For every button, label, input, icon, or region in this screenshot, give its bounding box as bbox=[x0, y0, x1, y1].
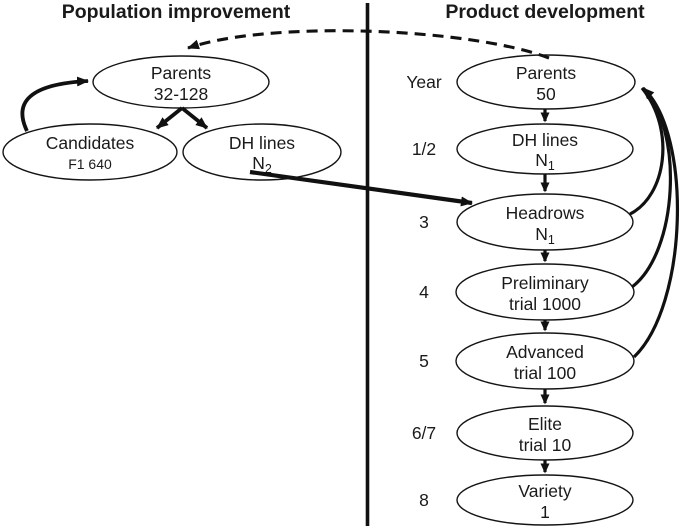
node-headrows-n-subscript: 1 bbox=[548, 233, 555, 247]
node-right-parents: Parents 50 bbox=[456, 54, 636, 110]
year-label-preliminary: 4 bbox=[419, 282, 429, 302]
node-candidates-count: F1 640 bbox=[68, 156, 112, 172]
node-left-dh-lines-label: DH lines bbox=[229, 133, 295, 153]
node-left-parents: Parents 32-128 bbox=[92, 55, 270, 109]
node-elite-trial: Elite trial 10 bbox=[456, 405, 634, 461]
node-right-parents-label: Parents bbox=[516, 63, 577, 83]
node-preliminary-trial-label: Preliminary bbox=[501, 273, 589, 293]
node-advanced-trial-label: Advanced bbox=[506, 342, 584, 362]
arrow-right-parents-to-left-parents-dashed bbox=[187, 29, 550, 60]
node-variety-count: 1 bbox=[540, 502, 550, 522]
node-headrows-count: N1 bbox=[535, 224, 555, 247]
node-left-dh-lines-count: N2 bbox=[252, 153, 272, 176]
node-right-dh-lines-count: N1 bbox=[535, 150, 555, 173]
arrow-left-parents-to-candidates bbox=[155, 106, 184, 130]
year-column-header: Year bbox=[406, 72, 442, 92]
node-advanced-trial: Advanced trial 100 bbox=[455, 332, 635, 390]
node-elite-trial-count: trial 10 bbox=[519, 435, 572, 455]
node-candidates-ellipse bbox=[2, 123, 178, 181]
arrow-advanced-to-right-parents-return bbox=[632, 87, 679, 359]
arrow-dh-lines-to-headrows bbox=[249, 169, 473, 207]
node-variety-label: Variety bbox=[518, 481, 571, 501]
node-right-parents-count: 50 bbox=[536, 84, 556, 104]
arrow-left-parents-to-dh-lines bbox=[180, 106, 209, 130]
node-elite-trial-label: Elite bbox=[528, 414, 562, 434]
node-left-dh-lines: DH lines N2 bbox=[182, 123, 342, 181]
node-candidates-label: Candidates bbox=[46, 133, 135, 153]
year-label-elite: 6/7 bbox=[412, 423, 436, 443]
node-left-parents-count: 32-128 bbox=[154, 84, 209, 104]
node-right-dh-lines: DH lines N1 bbox=[456, 123, 634, 175]
node-left-dh-lines-n-subscript: 2 bbox=[265, 162, 272, 176]
node-left-parents-label: Parents bbox=[151, 63, 212, 83]
node-variety-ellipse bbox=[456, 474, 634, 526]
node-variety: Variety 1 bbox=[456, 474, 634, 526]
node-preliminary-trial: Preliminary trial 1000 bbox=[455, 263, 635, 321]
year-label-variety: 8 bbox=[419, 490, 429, 510]
year-label-advanced: 5 bbox=[419, 351, 429, 371]
left-section-title: Population improvement bbox=[62, 1, 291, 23]
node-candidates: Candidates F1 640 bbox=[2, 123, 178, 181]
node-right-dh-lines-label: DH lines bbox=[512, 130, 578, 150]
node-advanced-trial-count: trial 100 bbox=[514, 363, 577, 383]
node-headrows: Headrows N1 bbox=[456, 193, 634, 251]
node-preliminary-trial-count: trial 1000 bbox=[509, 294, 581, 314]
node-right-dh-lines-n-subscript: 1 bbox=[548, 159, 555, 173]
right-section-title: Product development bbox=[445, 1, 645, 23]
arrow-preliminary-to-right-parents-return bbox=[631, 86, 673, 289]
node-left-dh-lines-n: N bbox=[252, 153, 265, 173]
node-right-dh-lines-n: N bbox=[535, 150, 548, 170]
arrow-candidates-to-left-parents bbox=[20, 76, 89, 132]
node-headrows-label: Headrows bbox=[506, 203, 585, 223]
node-left-dh-lines-ellipse bbox=[182, 123, 342, 181]
node-headrows-n: N bbox=[535, 224, 548, 244]
year-label-dh-lines: 1/2 bbox=[412, 139, 436, 159]
year-label-headrows: 3 bbox=[419, 212, 429, 232]
arrow-headrows-to-right-parents-return bbox=[629, 86, 665, 216]
